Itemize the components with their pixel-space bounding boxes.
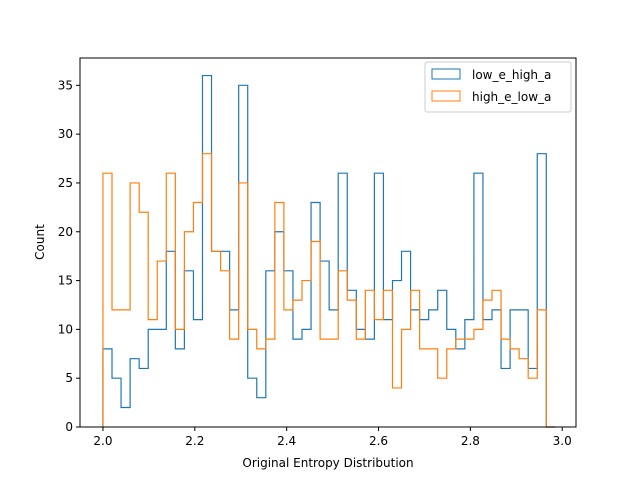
x-axis-label: Original Entropy Distribution bbox=[242, 456, 413, 470]
series-low-e-high-a-step-line bbox=[102, 74, 556, 428]
y-tick-label: 30 bbox=[58, 127, 73, 141]
legend: low_e_high_a high_e_low_a bbox=[424, 61, 572, 113]
y-axis-ticks: 0 5 10 15 20 25 30 35 bbox=[58, 78, 80, 434]
legend-label-high-e-low-a: high_e_low_a bbox=[472, 90, 551, 104]
y-tick-label: 15 bbox=[58, 274, 73, 288]
legend-label-low-e-high-a: low_e_high_a bbox=[472, 68, 551, 82]
series-high-e-low-a-step-line bbox=[102, 153, 556, 428]
y-tick-label: 0 bbox=[65, 420, 73, 434]
y-tick-label: 20 bbox=[58, 225, 73, 239]
plot-frame bbox=[79, 57, 577, 428]
x-tick-label: 2.0 bbox=[93, 434, 112, 448]
x-axis-ticks: 2.0 2.2 2.4 2.6 2.8 3.0 bbox=[93, 427, 572, 448]
series-layer bbox=[102, 74, 556, 428]
y-tick-label: 25 bbox=[58, 176, 73, 190]
legend-swatch-high-e-low-a bbox=[431, 90, 461, 102]
x-tick-label: 3.0 bbox=[553, 434, 572, 448]
legend-swatch-low-e-high-a bbox=[431, 68, 461, 80]
legend-box bbox=[424, 61, 572, 113]
x-tick-label: 2.8 bbox=[461, 434, 480, 448]
x-tick-label: 2.2 bbox=[185, 434, 204, 448]
y-tick-label: 5 bbox=[65, 371, 73, 385]
x-tick-label: 2.6 bbox=[369, 434, 388, 448]
x-tick-label: 2.4 bbox=[277, 434, 296, 448]
y-tick-label: 35 bbox=[58, 78, 73, 92]
y-tick-label: 10 bbox=[58, 322, 73, 336]
y-axis-label: Count bbox=[33, 224, 47, 260]
